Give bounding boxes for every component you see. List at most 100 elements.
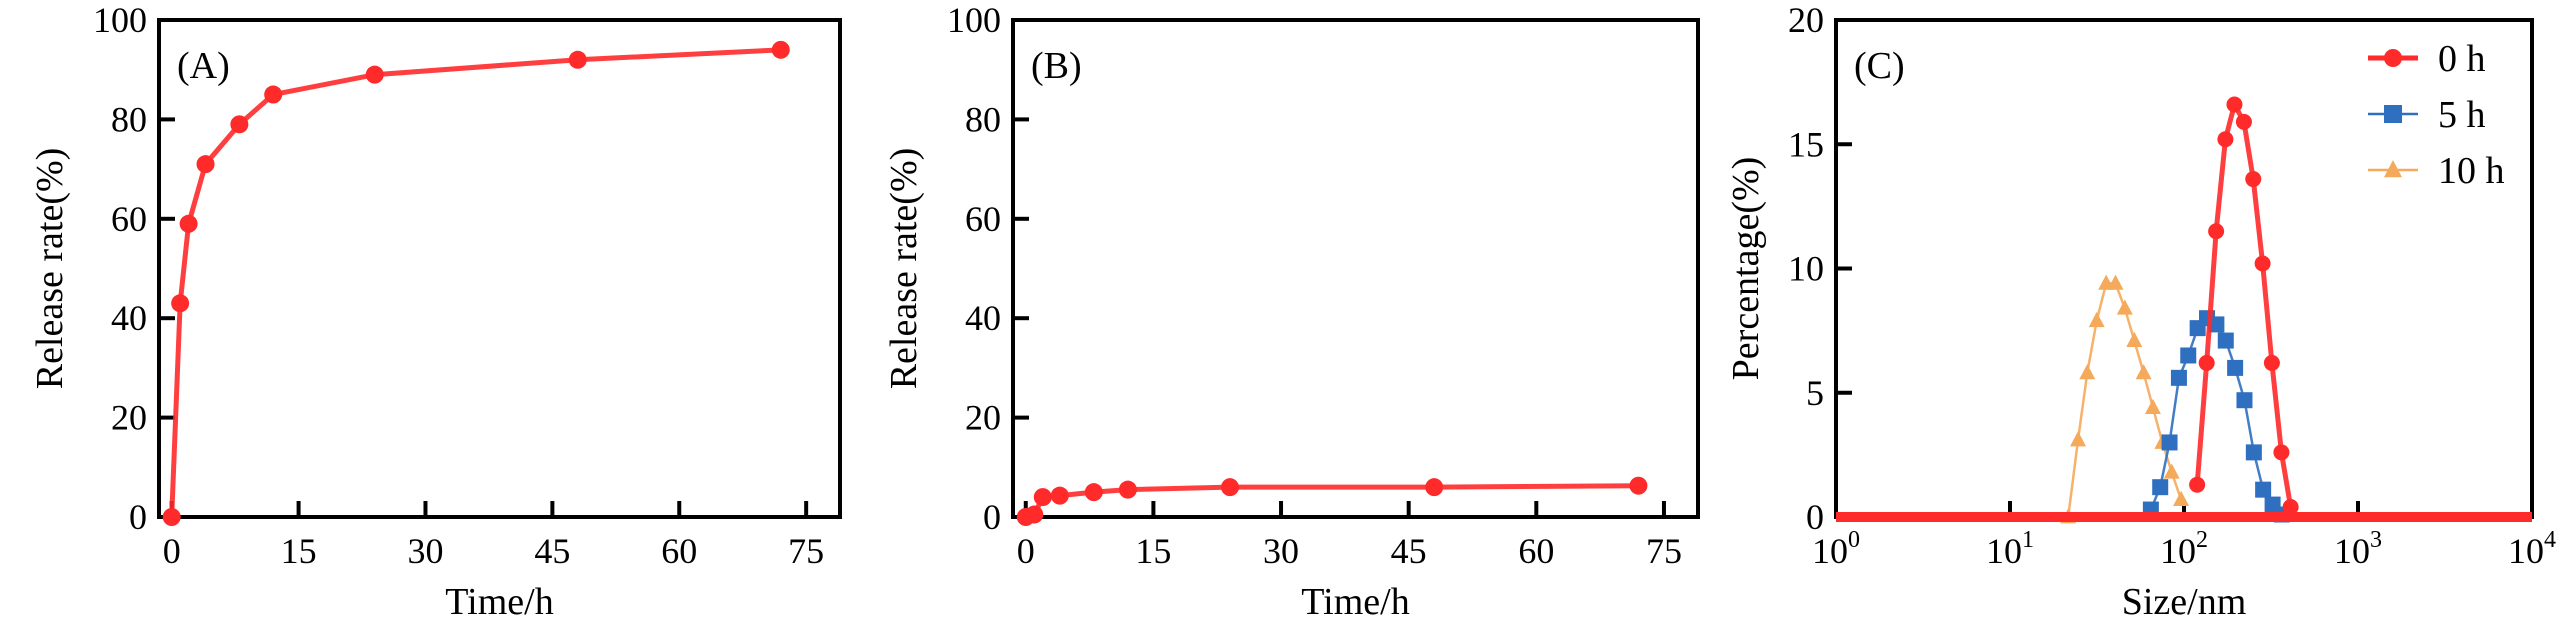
legend-label: 5 h [2438,94,2486,136]
data-point [2126,331,2143,347]
data-point [568,50,587,69]
plot-frame [1834,18,2534,519]
data-point [2245,444,2262,461]
y-axis-label: Release rate(%) [29,148,71,390]
y-tick-label: 60 [111,199,147,239]
x-tick-label-exponent: 3 [2370,527,2382,553]
panel-label: (B) [1031,45,1082,87]
data-point [179,214,198,233]
x-tick-label-exponent: 1 [2022,527,2034,553]
data-point [2263,354,2280,371]
data-point [230,115,249,134]
panel-c: 100 101 102 103 10405101520Size/nmPercentage… [1725,0,2556,623]
x-tick-label: 75 [788,531,824,571]
data-point [171,294,190,313]
data-point [2070,431,2087,447]
x-tick-label: 15 [281,531,317,571]
data-point [2384,49,2402,67]
data-point [2273,444,2290,461]
legend-label: 0 h [2438,38,2486,80]
y-tick-label: 100 [93,0,147,40]
data-point [2255,481,2272,498]
legend-item: 5 h [2368,94,2486,136]
x-tick-label: 75 [1646,531,1682,571]
data-point [2107,274,2124,290]
data-point [2189,476,2206,493]
data-point [1033,488,1052,507]
x-tick-label: 100 [1812,527,1860,571]
x-tick-label-base: 10 [1986,531,2022,571]
x-tick-label: 60 [1518,531,1554,571]
data-point [2384,160,2402,178]
x-tick-label: 15 [1135,531,1171,571]
panel-label: (C) [1854,45,1905,87]
legend-item: 0 h [2368,38,2486,80]
data-point [2144,398,2161,415]
series-line [169,47,781,518]
data-point [264,85,283,104]
y-tick-label: 15 [1788,124,1824,164]
data-point [2079,364,2096,380]
data-point [2254,255,2271,272]
data-point [1425,478,1444,497]
y-tick-label: 20 [111,398,147,438]
x-tick-label: 0 [163,531,181,571]
data-point [2227,359,2244,376]
x-tick-label: 101 [1986,527,2034,571]
x-tick-label-base: 10 [2334,531,2370,571]
series-5-h [1836,310,2532,523]
y-tick-label: 0 [983,497,1001,537]
y-tick-label: 100 [947,0,1001,40]
x-tick-label-base: 10 [2508,531,2544,571]
x-tick-label: 102 [2160,527,2208,571]
data-point [2180,347,2197,364]
series-10-h [1836,274,2532,524]
y-tick-label: 20 [965,398,1001,438]
x-axis-label: Time/h [445,581,553,623]
x-tick-label-base: 10 [2160,531,2196,571]
series-Release [1016,476,1648,526]
data-point [1629,476,1648,495]
series-line [1025,483,1639,520]
data-point [2088,311,2105,328]
data-point [2116,299,2133,315]
x-axis-label: Time/h [1301,581,1409,623]
data-point [2170,369,2187,386]
y-tick-label: 20 [1788,0,1824,40]
x-tick-label: 45 [534,531,570,571]
x-tick-label: 103 [2334,527,2382,571]
y-tick-label: 40 [111,298,147,338]
panel-label: (A) [177,45,230,87]
data-point [2173,490,2190,507]
data-point [2217,332,2234,349]
series-0-h [1836,96,2532,522]
plot-frame [157,18,842,519]
data-point [2152,479,2169,496]
data-point [2245,171,2262,188]
y-tick-label: 10 [1788,249,1824,289]
y-tick-label: 0 [1806,497,1824,537]
y-axis-label: Release rate(%) [883,148,925,390]
y-tick-label: 60 [965,199,1001,239]
data-point [1025,505,1044,524]
data-point [2208,223,2225,240]
x-tick-label: 60 [661,531,697,571]
x-tick-label-base: 10 [1812,531,1848,571]
legend: 0 h 5 h 10 h [2368,38,2505,192]
data-point [162,508,181,526]
y-tick-label: 40 [965,298,1001,338]
y-tick-label: 80 [111,99,147,139]
x-axis-label: Size/nm [2122,581,2247,623]
data-point [2282,499,2299,516]
data-point [2217,131,2234,148]
panel-b: 0 15 30 45 60 75 0 20 40 60 80 100 Time/h Release rat… [883,0,1700,623]
data-point [2208,316,2225,333]
data-point [771,40,790,59]
data-point [2235,113,2252,130]
y-tick-label: 5 [1806,373,1824,413]
data-point [2236,392,2253,409]
data-point [2226,96,2243,113]
x-tick-label: 0 [1017,531,1035,571]
legend-label: 10 h [2438,150,2505,192]
